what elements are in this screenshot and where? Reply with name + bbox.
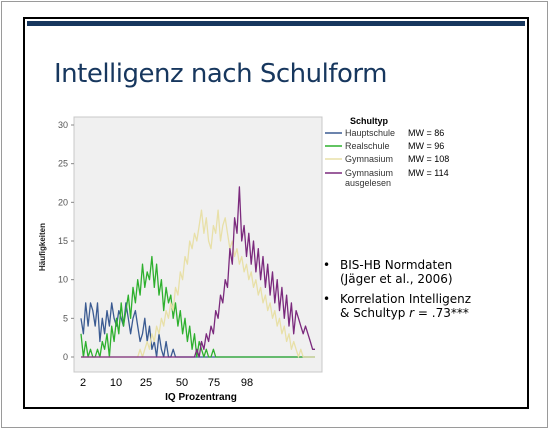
- legend-label: Realschule: [345, 141, 390, 151]
- y-tick-label: 30: [58, 120, 68, 130]
- y-tick-label: 25: [58, 159, 68, 169]
- legend-label: Gymnasium: [345, 154, 393, 164]
- y-tick-label: 5: [63, 313, 68, 323]
- bullet-text: Korrelation Intelligenz: [340, 292, 472, 306]
- bullet-text: & Schultyp r = .73***: [340, 306, 500, 320]
- correlation-value: = .73***: [414, 306, 469, 320]
- bullet-item: Korrelation Intelligenz & Schultyp r = .…: [320, 292, 500, 320]
- correlation-symbol: r: [409, 306, 415, 320]
- series-line-1: [80, 255, 315, 358]
- title-accent-bar: [27, 21, 525, 26]
- series-line-3: [81, 186, 315, 358]
- x-tick-label: 50: [176, 377, 188, 389]
- legend: Schultyp Hauptschule MW = 86 Realschule MW =…: [325, 116, 449, 188]
- x-tick-label: 2: [80, 377, 86, 389]
- x-tick-label: 25: [140, 377, 152, 389]
- legend-mean-value: MW = 86: [408, 128, 444, 138]
- legend-label: Hauptschule: [345, 128, 395, 138]
- y-tick-label: 0: [63, 352, 68, 362]
- slide-title: Intelligenz nach Schulform: [54, 59, 387, 89]
- x-axis-title: IQ Prozentrang: [165, 392, 237, 403]
- legend-label: Gymnasium ausgelesen: [345, 168, 393, 188]
- legend-title: Schultyp: [350, 116, 389, 126]
- x-tick-label: 98: [241, 377, 253, 389]
- y-tick-label: 20: [58, 197, 68, 207]
- bullet-item: BIS-HB Normdaten (Jäger et al., 2006): [320, 258, 500, 286]
- legend-mean-value: MW = 114: [408, 168, 449, 178]
- bullet-list: BIS-HB Normdaten (Jäger et al., 2006) Ko…: [320, 258, 500, 326]
- y-tick-label: 10: [58, 275, 68, 285]
- bullet-text: BIS-HB Normdaten: [340, 258, 453, 272]
- x-tick-label: 75: [208, 377, 220, 389]
- bullet-text: (Jäger et al., 2006): [340, 272, 453, 286]
- y-tick-label: 15: [58, 236, 68, 246]
- x-tick-label: 10: [110, 377, 122, 389]
- plot-area: 0 5 10 15 20 25 30 2 10 25 50 75 98 IQ Prozentrang Häu…: [38, 116, 323, 403]
- legend-mean-value: MW = 96: [408, 141, 444, 151]
- bullet-text-part: & Schultyp: [340, 306, 410, 320]
- y-axis-title: Häufigkeiten: [38, 223, 47, 271]
- legend-mean-value: MW = 108: [408, 154, 449, 164]
